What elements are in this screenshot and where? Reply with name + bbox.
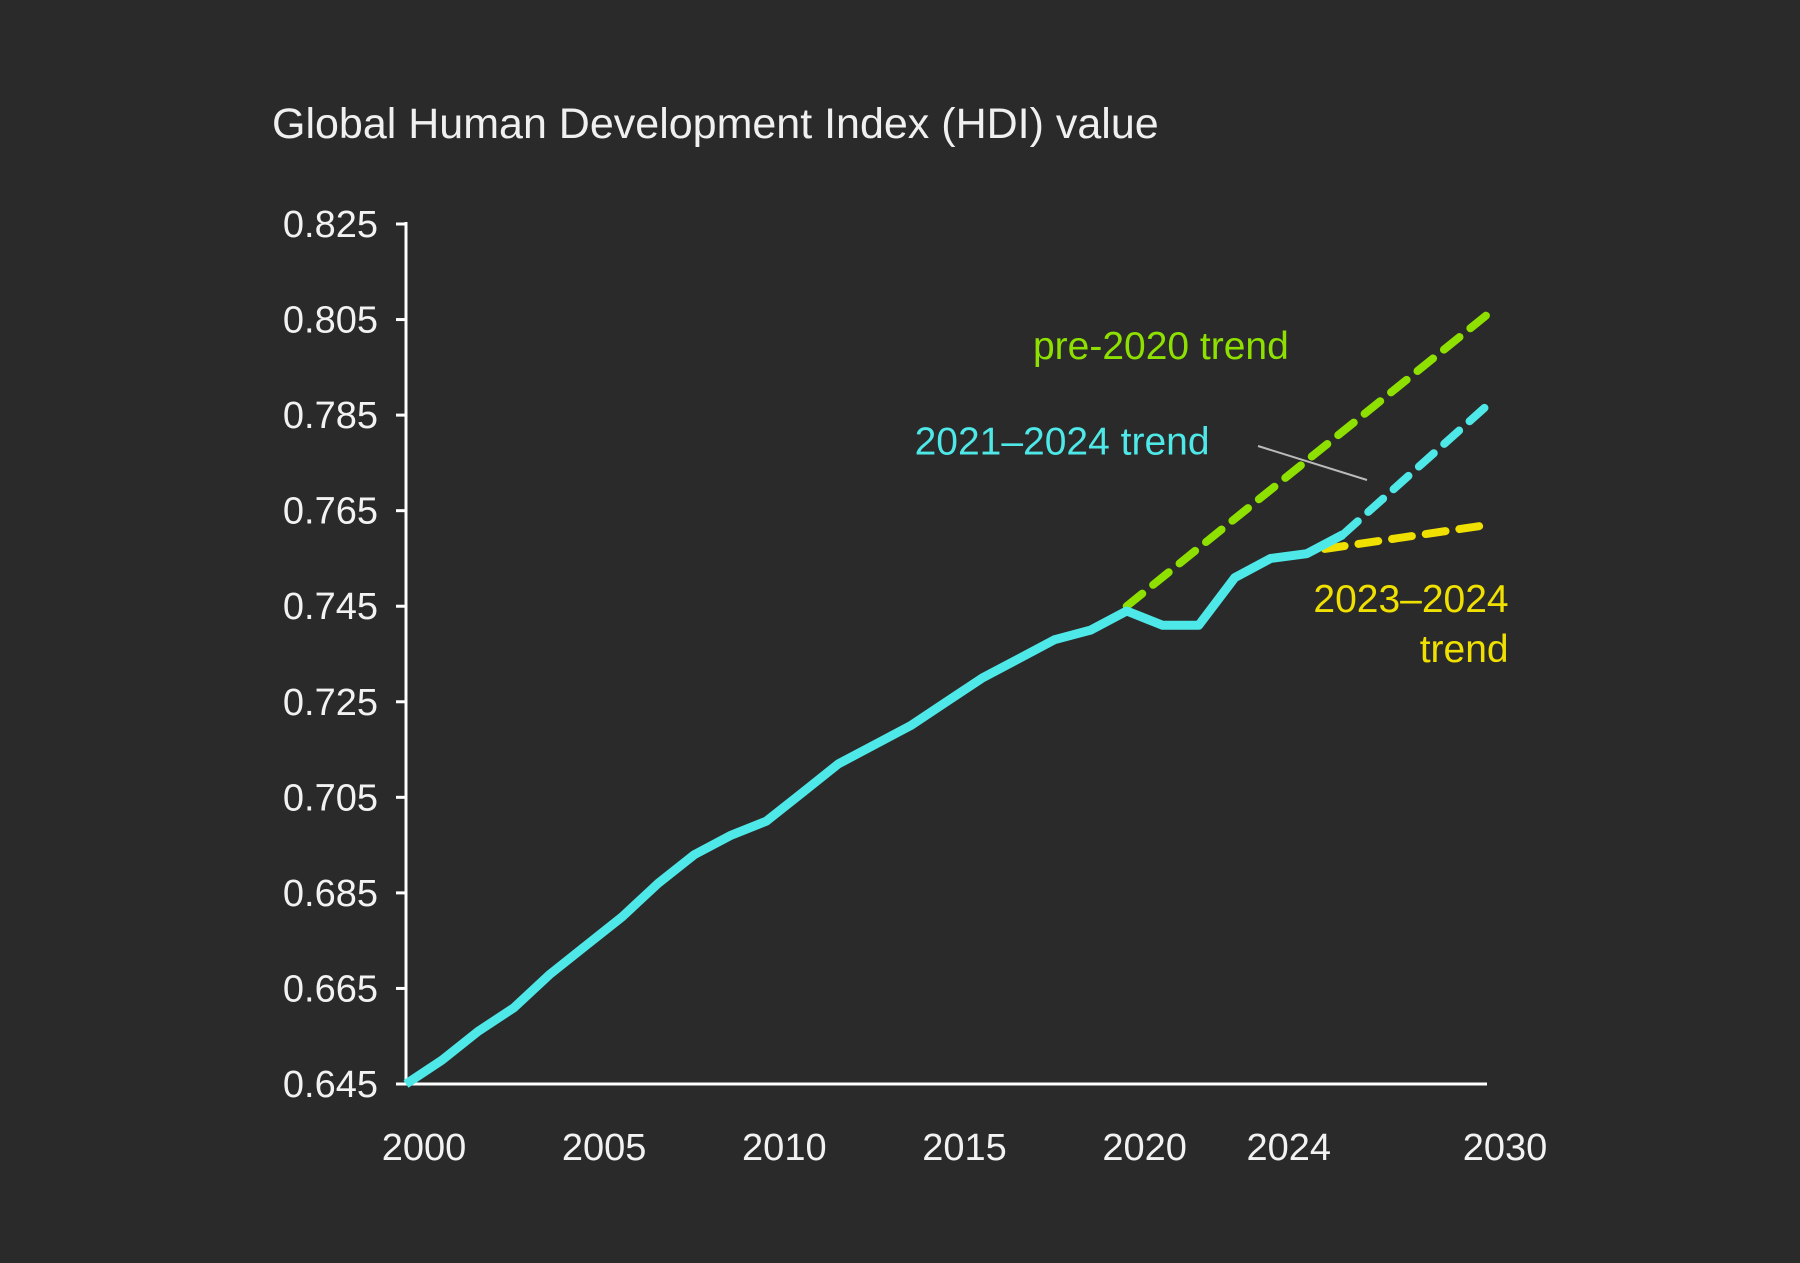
axes <box>396 222 1487 1086</box>
y-tick-label: 0.665 <box>283 968 378 1010</box>
x-tick-label: 2015 <box>922 1127 1007 1169</box>
annotation-trend2124_label: 2021–2024 trend <box>915 420 1210 463</box>
y-tick-label: 0.745 <box>283 586 378 628</box>
y-tick-label: 0.765 <box>283 491 378 533</box>
x-tick-label: 2030 <box>1463 1127 1548 1169</box>
annotation-trend2324_label_2: trend <box>1420 628 1509 671</box>
y-tick-label: 0.685 <box>283 873 378 915</box>
y-tick-label: 0.825 <box>283 204 378 246</box>
annotation-layer: pre-2020 trend 2021–2024 trend 2023–2024 tr… <box>915 325 1509 671</box>
series-trend2124-line <box>1338 401 1491 539</box>
chart-title: Global Human Development Index (HDI) val… <box>272 100 1159 148</box>
y-tick-label: 0.805 <box>283 300 378 342</box>
series-pre2020-line <box>1122 310 1491 611</box>
annotation-trend2324_label_1: 2023–2024 <box>1313 578 1508 621</box>
x-tick-label: 2024 <box>1247 1127 1332 1169</box>
y-tick-label: 0.785 <box>283 395 378 437</box>
y-tick-label: 0.725 <box>283 682 378 724</box>
y-tick-label: 0.645 <box>283 1064 378 1106</box>
x-tick-label: 2020 <box>1102 1127 1187 1169</box>
series-hdi-line <box>403 530 1346 1088</box>
series-layer <box>403 310 1491 1088</box>
y-tick-label: 0.705 <box>283 777 378 819</box>
annotation-pre2020_label: pre-2020 trend <box>1033 325 1289 368</box>
x-tick-label: 2000 <box>382 1127 467 1169</box>
trend2124-leader-line <box>1257 445 1368 481</box>
y-axis-tick-labels: 0.825 0.805 0.785 0.765 0.745 0.725 0.705 0.685… <box>283 204 378 1106</box>
x-axis-tick-labels: 2000 2005 2010 2015 2020 2024 2030 <box>382 1127 1548 1169</box>
x-tick-label: 2005 <box>562 1127 647 1169</box>
x-tick-label: 2010 <box>742 1127 827 1169</box>
series-trend2324-line <box>1320 521 1491 553</box>
